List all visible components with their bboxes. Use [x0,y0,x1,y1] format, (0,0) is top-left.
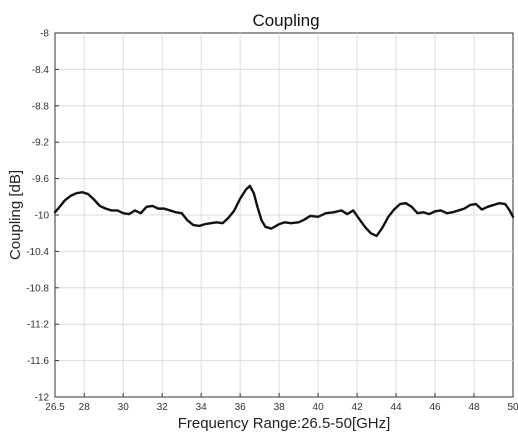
x-tick-label: 38 [274,402,286,413]
x-tick-label: 50 [507,402,518,413]
x-tick-label: 48 [468,402,480,413]
y-tick-label: -8.4 [32,65,50,76]
x-tick-label: 30 [118,402,130,413]
y-tick-label: -10.4 [26,247,49,258]
x-tick-label: 40 [313,402,325,413]
x-tick-label: 44 [391,402,403,413]
y-axis-label: Coupling [dB] [7,170,24,260]
y-axis-ticks: -12 -11.6 -11.2 -10.8 -10.4 -10 -9.6 -9.2 -8.8 -8… [26,29,59,404]
y-tick-label: -10 [35,211,50,222]
x-tick-label: 34 [196,402,208,413]
coupling-series-line [53,184,515,238]
chart-title: Coupling [252,11,319,30]
y-tick-label: -9.2 [32,138,50,149]
x-tick-label: 26.5 [45,402,65,413]
x-axis-label: Frequency Range:26.5-50[GHz] [178,415,391,432]
y-tick-label: -11.2 [27,320,49,331]
y-tick-label: -10.8 [26,283,49,294]
x-axis-ticks: 26.5 28 30 32 34 36 38 40 42 44 46 48 50 [45,393,518,413]
y-tick-label: -9.6 [32,174,50,185]
y-tick-label: -11.6 [27,356,49,367]
y-tick-label: -8 [40,29,49,40]
x-tick-label: 28 [79,402,91,413]
x-tick-label: 36 [235,402,247,413]
y-tick-label: -8.8 [32,101,50,112]
grid-lines [55,33,513,397]
x-tick-label: 32 [157,402,169,413]
y-tick-label: -12 [35,393,50,404]
x-tick-label: 42 [352,402,364,413]
x-tick-label: 46 [429,402,441,413]
